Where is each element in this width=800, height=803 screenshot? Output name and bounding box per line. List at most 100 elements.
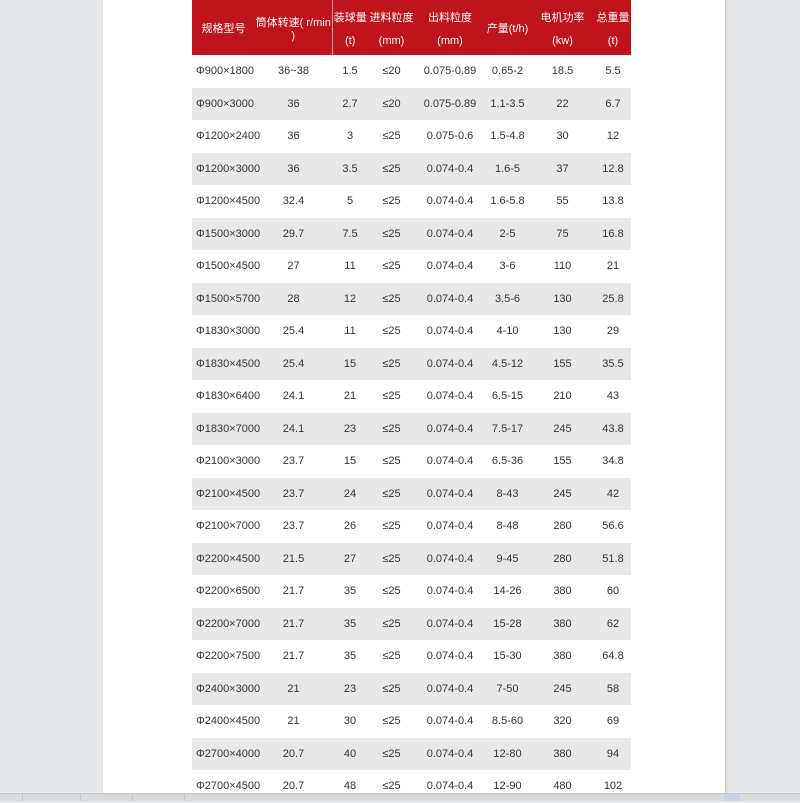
table-cell: 35 (332, 607, 368, 640)
table-row: Φ2700×4500 20.7 48 ≤25 0.074-0.4 12-90 480 102 (192, 770, 631, 803)
table-cell: 36 (287, 130, 300, 143)
table-cell: 380 (553, 650, 572, 663)
table-cell: 8-48 (496, 520, 519, 533)
table-row: Φ1830×7000 24.1 23 ≤25 0.074-0.4 7.5-17 245 43.… (192, 412, 631, 445)
table-cell: 29.7 (255, 217, 332, 250)
table-row: Φ900×3000 36 2.7 ≤20 0.075-0.89 1.1-3.5 22 6.7 (192, 87, 631, 120)
table-cell: 3.5-6 (485, 282, 530, 315)
column-header: 出料粒度 (mm) (415, 0, 485, 55)
table-cell: ≤25 (382, 325, 401, 338)
table-cell: 15-30 (493, 650, 522, 663)
table-cell: Φ2700×4000 (192, 737, 260, 770)
table-row: Φ1830×3000 25.4 11 ≤25 0.074-0.4 4-10 130 29 (192, 315, 631, 348)
status-bar (0, 793, 800, 801)
table-cell: Φ2400×3000 (192, 672, 260, 705)
column-header-unit: (t) (607, 34, 619, 47)
table-cell: 0.074-0.4 (426, 260, 474, 273)
table-cell: 245 (530, 672, 595, 705)
table-cell: 35.5 (595, 347, 631, 380)
table-cell: 30 (343, 715, 357, 728)
table-cell: 6.5-15 (491, 390, 524, 403)
table-cell: 36 (255, 152, 332, 185)
table-cell: 0.074-0.4 (415, 737, 485, 770)
table-cell: 210 (553, 390, 572, 403)
table-cell: Φ2700×4500 (196, 780, 261, 793)
table-cell: 26 (343, 520, 357, 533)
table-cell: 0.074-0.4 (426, 585, 474, 598)
table-cell: 4-10 (496, 325, 519, 338)
table-cell: 24.1 (255, 412, 332, 445)
table-cell: 15 (343, 455, 357, 468)
table-cell: 380 (530, 607, 595, 640)
scrollbar-thumb[interactable] (724, 794, 740, 801)
table-cell: 12-90 (493, 780, 522, 793)
table-cell: 0.074-0.4 (415, 607, 485, 640)
table-cell: 5.5 (605, 65, 621, 78)
column-header: 进料粒度 (mm) (368, 0, 415, 55)
table-cell: 34.8 (602, 455, 624, 468)
table-cell: 75 (530, 217, 595, 250)
table-cell: 23 (332, 412, 368, 445)
table-cell: ≤20 (382, 65, 401, 78)
table-cell: 0.074-0.4 (426, 715, 474, 728)
table-row: Φ1200×4500 32.4 5 ≤25 0.074-0.4 1.6-5.8 55 13.8 (192, 185, 631, 218)
table-cell: 0.074-0.4 (415, 672, 485, 705)
table-row: Φ2200×4500 21.5 27 ≤25 0.074-0.4 9-45 280 51.8 (192, 542, 631, 575)
table-cell: 380 (553, 585, 572, 598)
table-cell: ≤25 (368, 347, 415, 380)
table-cell: 155 (553, 455, 572, 468)
column-header: 总重量 (t) (595, 0, 631, 55)
table-row: Φ1200×2400 36 3 ≤25 0.075-0.6 1.5-4.8 30 12 (192, 120, 631, 153)
table-cell: ≤25 (382, 650, 401, 663)
table-cell: ≤25 (382, 455, 401, 468)
table-cell: 8.5-60 (491, 715, 524, 728)
table-cell: 0.074-0.4 (426, 520, 474, 533)
column-header-unit: (mm) (378, 34, 405, 47)
table-cell: 2.7 (332, 87, 368, 120)
table-cell: ≤25 (382, 585, 401, 598)
table-cell: 110 (553, 260, 572, 273)
table-cell: 21.7 (255, 607, 332, 640)
table-cell: Φ1500×5700 (192, 282, 260, 315)
table-cell: 43.8 (595, 412, 631, 445)
table-cell: ≤25 (368, 542, 415, 575)
table-cell: Φ1200×4500 (196, 195, 261, 208)
table-cell: 22 (530, 87, 595, 120)
table-cell: 130 (530, 282, 595, 315)
column-header-unit: (mm) (437, 34, 463, 47)
table-cell: 51.8 (595, 542, 631, 575)
table-cell: 36~38 (278, 65, 309, 78)
column-header: 规格型号 (192, 0, 255, 55)
table-cell: 0.074-0.4 (426, 195, 474, 208)
table-cell: 43 (606, 390, 620, 403)
table-row: Φ2400×3000 21 23 ≤25 0.074-0.4 7-50 245 58 (192, 672, 631, 705)
table-cell: 0.074-0.4 (426, 455, 474, 468)
table-cell: 1.1-3.5 (485, 87, 530, 120)
table-cell: 0.074-0.4 (415, 542, 485, 575)
table-cell: 4.5-12 (485, 347, 530, 380)
table-cell: 29 (606, 325, 620, 338)
table-cell: ≤25 (382, 260, 401, 273)
table-row: Φ2400×4500 21 30 ≤25 0.074-0.4 8.5-60 320 69 (192, 705, 631, 738)
table-cell: 0.075-0.89 (415, 87, 485, 120)
table-cell: 280 (553, 520, 572, 533)
table-cell: ≤25 (368, 412, 415, 445)
table-cell: 0.074-0.4 (415, 412, 485, 445)
table-cell: 62 (595, 607, 631, 640)
table-cell: 23.7 (255, 477, 332, 510)
table-cell: 55 (556, 195, 569, 208)
column-header: 电机功率 (kw) (530, 0, 595, 55)
table-cell: 15 (332, 347, 368, 380)
column-header-label: 电机功率 (540, 11, 585, 24)
table-cell: 0.074-0.4 (426, 650, 474, 663)
table-cell: 32.4 (282, 195, 305, 208)
table-cell: Φ2200×6500 (196, 585, 261, 598)
table-cell: 1.6-5 (485, 152, 530, 185)
table-cell: Φ1200×3000 (192, 152, 260, 185)
column-header-label: 进料粒度 (369, 11, 414, 24)
column-header: 产量(t/h) (485, 0, 530, 55)
table-row: Φ1500×5700 28 12 ≤25 0.074-0.4 3.5-6 130 25.8 (192, 282, 631, 315)
table-cell: Φ2200×4500 (192, 542, 260, 575)
table-row: Φ2200×7500 21.7 35 ≤25 0.074-0.4 15-30 380 64.8 (192, 640, 631, 673)
table-row: Φ2100×4500 23.7 24 ≤25 0.074-0.4 8-43 245 42 (192, 477, 631, 510)
